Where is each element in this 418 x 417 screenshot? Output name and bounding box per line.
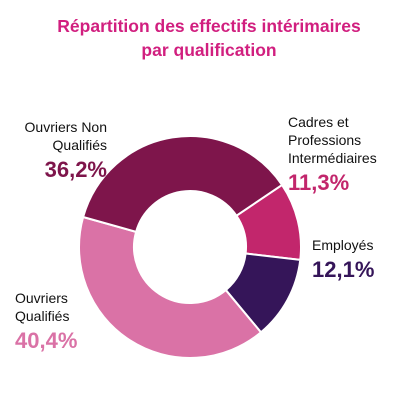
label-cadres-professions-value: 11,3% xyxy=(288,170,350,195)
slice-ouvriers-non-qualifies xyxy=(81,135,284,234)
label-ouvriers-qualifies: Ouvriers Qualifiés 40,4% xyxy=(15,289,125,355)
label-cadres-professions-name-2: Intermédiaires xyxy=(288,150,377,166)
slice-ouvriers-qualifies xyxy=(78,215,263,359)
chart-title-line-1: Répartition des effectifs intérimaires xyxy=(57,16,361,36)
chart-title: Répartition des effectifs intérimaires p… xyxy=(0,14,418,62)
label-ouvriers-qualifies-value: 40,4% xyxy=(15,328,78,353)
label-ouvriers-non-qualifies-name-2: Qualifiés xyxy=(52,137,107,153)
label-ouvriers-qualifies-name-1: Ouvriers xyxy=(15,290,68,306)
label-ouvriers-non-qualifies-name-1: Ouvriers Non xyxy=(24,119,107,135)
label-employes: Employés 12,1% xyxy=(312,236,412,284)
label-cadres-professions-name-1: Cadres et Professions xyxy=(288,114,362,148)
label-cadres-professions: Cadres et Professions Intermédiaires 11,… xyxy=(288,113,416,197)
label-ouvriers-non-qualifies-value: 36,2% xyxy=(44,157,107,182)
label-ouvriers-qualifies-name-2: Qualifiés xyxy=(15,308,70,324)
label-employes-value: 12,1% xyxy=(312,257,375,282)
label-employes-name: Employés xyxy=(312,237,374,253)
label-ouvriers-non-qualifies: Ouvriers Non Qualifiés 36,2% xyxy=(0,118,107,184)
chart-title-line-2: par qualification xyxy=(141,40,277,60)
